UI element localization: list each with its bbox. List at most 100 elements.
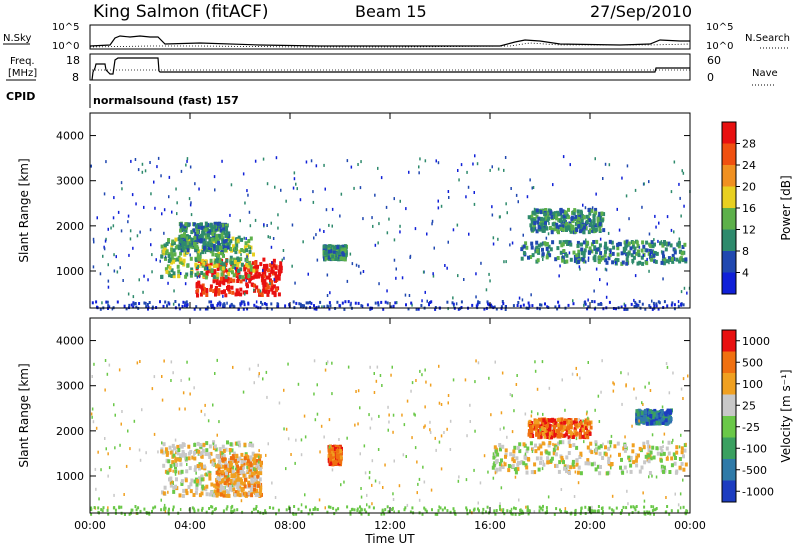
- power-cell: [600, 211, 604, 216]
- velocity-cell: [525, 465, 529, 470]
- velocity-cell: [664, 510, 667, 514]
- velocity-cell: [544, 420, 548, 425]
- velocity-cell: [228, 448, 232, 452]
- power-cell: [204, 250, 207, 254]
- power-cell: [194, 224, 198, 229]
- power-cell: [474, 154, 476, 158]
- power-cell: [585, 240, 589, 245]
- power-cell: [121, 187, 123, 191]
- velocity-cell: [97, 506, 100, 510]
- velocity-cell: [538, 505, 541, 509]
- velocity-cell: [542, 427, 546, 431]
- power-cell: [338, 248, 342, 252]
- power-cell: [204, 221, 208, 226]
- velocity-cell: [256, 471, 260, 476]
- power-cell: [245, 257, 249, 262]
- power-cell: [213, 175, 216, 179]
- power-cell: [253, 261, 257, 266]
- power-cell: [531, 218, 535, 223]
- velocity-cell: [565, 455, 569, 460]
- velocity-cell: [679, 506, 682, 510]
- velocity-cell: [469, 509, 471, 513]
- power-cell: [577, 259, 581, 264]
- power-cell: [123, 304, 126, 308]
- power-cell: [215, 263, 219, 268]
- power-cell: [565, 221, 569, 226]
- velocity-cell: [534, 420, 537, 425]
- velocity-cell: [578, 455, 582, 459]
- power-cell: [341, 301, 344, 305]
- power-cell: [585, 214, 589, 219]
- velocity-cell: [682, 397, 684, 400]
- power-cell: [625, 257, 629, 262]
- power-cell: [671, 259, 675, 264]
- power-cell: [655, 251, 659, 256]
- power-cell: [643, 182, 645, 186]
- velocity-cell: [354, 423, 356, 427]
- velocity-cell: [500, 411, 503, 415]
- power-cell: [653, 251, 657, 255]
- power-cell: [604, 162, 607, 166]
- velocity-cell: [493, 453, 497, 458]
- velocity-cell: [593, 461, 596, 466]
- velocity-cell: [381, 508, 384, 512]
- velocity-cell: [240, 463, 244, 467]
- velocity-cell: [675, 445, 679, 450]
- power-cell: [556, 256, 560, 260]
- velocity-cell: [565, 510, 568, 514]
- velocity-cell: [543, 434, 547, 439]
- power-cell: [576, 243, 580, 248]
- power-cell: [188, 235, 191, 240]
- velocity-cell: [185, 469, 189, 474]
- power-cell: [217, 302, 220, 306]
- power-cell: [598, 211, 602, 216]
- velocity-cell: [125, 464, 128, 468]
- velocity-cell: [360, 487, 362, 490]
- velocity-cell: [393, 459, 395, 463]
- cpid-value: normalsound (fast) 157: [93, 94, 239, 107]
- velocity-cell: [580, 510, 583, 513]
- velocity-cell: [665, 362, 668, 365]
- velocity-cell: [424, 368, 426, 372]
- power-cell: [247, 301, 250, 305]
- power-cell: [409, 256, 411, 259]
- power-cell: [328, 307, 331, 311]
- velocity-cell: [665, 421, 669, 426]
- velocity-cell: [246, 469, 249, 473]
- velocity-cell: [553, 512, 556, 516]
- velocity-cell: [186, 463, 188, 466]
- velocity-colorbar-frame: [721, 329, 737, 503]
- power-cell: [291, 223, 294, 227]
- power-cell: [551, 222, 555, 227]
- power-cell: [336, 300, 339, 304]
- power-cell: [540, 303, 543, 307]
- power-cell: [673, 303, 676, 307]
- velocity-cell: [225, 463, 229, 468]
- power-cell: [166, 264, 170, 269]
- power-cell: [256, 264, 259, 269]
- velocity-cell: [594, 467, 598, 472]
- velocity-cell: [223, 457, 226, 462]
- power-cell: [583, 248, 587, 253]
- power-cell: [582, 229, 586, 234]
- velocity-cell: [573, 429, 577, 434]
- velocity-cell: [545, 432, 549, 437]
- velocity-cell: [596, 464, 600, 469]
- power-cell: [181, 226, 185, 231]
- velocity-cell: [612, 389, 615, 393]
- velocity-cell: [429, 431, 432, 434]
- power-cell: [331, 224, 333, 228]
- power-cell: [607, 231, 610, 235]
- power-cell: [220, 272, 224, 277]
- power-cell: [168, 265, 172, 270]
- velocity-cell: [365, 510, 368, 514]
- velocity-cell: [328, 445, 331, 449]
- velocity-cell: [597, 509, 600, 513]
- power-cell: [489, 279, 491, 283]
- velocity-cell: [198, 462, 202, 467]
- power-cell: [218, 282, 222, 287]
- velocity-cell: [384, 508, 387, 512]
- velocity-cell: [335, 448, 339, 453]
- velocity-colorbar-tick-label: 100: [742, 378, 763, 391]
- velocity-cell: [546, 460, 550, 465]
